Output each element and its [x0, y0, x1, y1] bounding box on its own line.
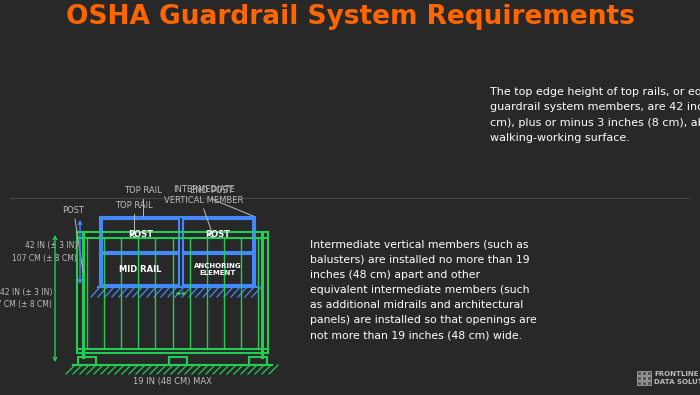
Text: The top edge height of top rails, or equivalent
guardrail system members, are 42: The top edge height of top rails, or equ… [490, 87, 700, 143]
Text: ANCHORING
ELEMENT: ANCHORING ELEMENT [194, 263, 241, 276]
Bar [169, 357, 187, 365]
Text: Intermediate vertical members (such as
balusters) are installed no more than 19
: Intermediate vertical members (such as b… [310, 239, 537, 340]
Bar [637, 376, 641, 380]
Bar [642, 376, 646, 380]
Text: TOP RAIL: TOP RAIL [125, 186, 162, 195]
Bar [100, 217, 255, 287]
Bar [647, 371, 651, 375]
Text: 42 IN (± 3 IN)
107 CM (± 8 CM): 42 IN (± 3 IN) 107 CM (± 8 CM) [12, 241, 77, 263]
Bar [249, 357, 267, 365]
Bar [642, 371, 646, 375]
Text: OSHA Guardrail System Requirements: OSHA Guardrail System Requirements [66, 4, 634, 30]
Bar [102, 254, 178, 285]
Text: TOP RAIL: TOP RAIL [115, 201, 153, 210]
Bar [647, 376, 651, 380]
Text: END POST: END POST [190, 186, 233, 195]
Bar [183, 219, 253, 252]
Bar [647, 381, 651, 385]
Text: 42 IN (± 3 IN)
107 CM (± 8 CM): 42 IN (± 3 IN) 107 CM (± 8 CM) [0, 288, 52, 309]
Bar [637, 371, 641, 375]
Text: POST: POST [62, 206, 84, 215]
Bar [183, 254, 253, 285]
Bar [637, 381, 641, 385]
Text: POST: POST [128, 230, 153, 239]
Bar [102, 219, 178, 252]
Bar [642, 381, 646, 385]
Text: MID RAIL: MID RAIL [119, 265, 162, 274]
Text: POST: POST [205, 230, 230, 239]
Text: 19 IN (48 CM) MAX: 19 IN (48 CM) MAX [133, 377, 212, 386]
Text: INTERMEDIATE
VERTICAL MEMBER: INTERMEDIATE VERTICAL MEMBER [164, 185, 244, 205]
Text: FRONTLINE
DATA SOLUTIONS: FRONTLINE DATA SOLUTIONS [654, 371, 700, 384]
Bar [78, 357, 96, 365]
